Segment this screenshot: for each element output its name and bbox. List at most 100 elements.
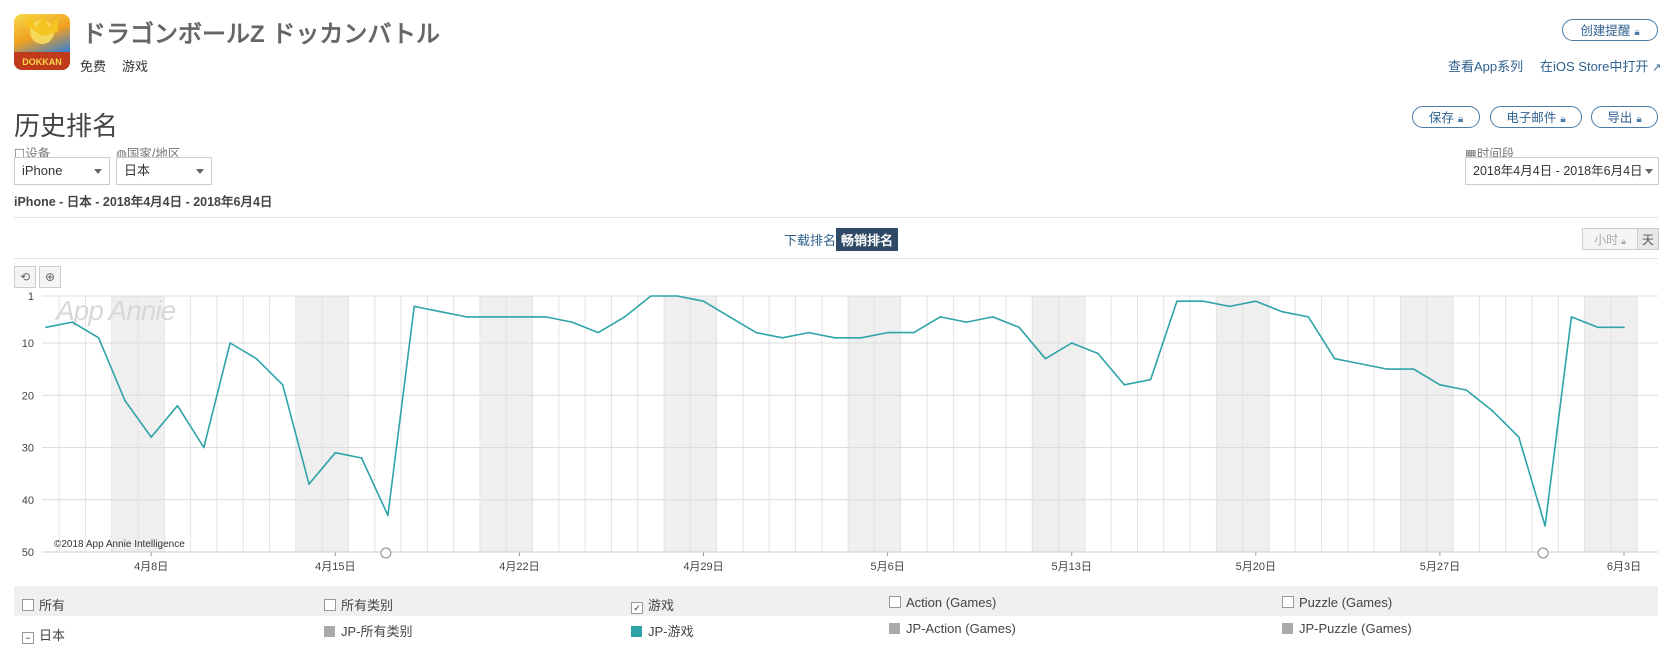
data-point xyxy=(1412,368,1415,370)
chevron-down-icon xyxy=(196,169,204,174)
x-tick-label: 5月6日 xyxy=(870,561,904,573)
data-point xyxy=(571,321,573,323)
checkbox-icon[interactable] xyxy=(1282,596,1294,608)
legend-country-item[interactable]: − 日本 xyxy=(22,625,65,644)
x-tick-label: 4月22日 xyxy=(499,561,539,573)
x-tick-label: 6月3日 xyxy=(1607,561,1641,573)
data-point xyxy=(176,404,179,407)
range-handle-icon xyxy=(380,547,392,559)
lock-icon: 🔒︎ xyxy=(1634,27,1640,38)
data-point xyxy=(71,321,74,323)
data-point xyxy=(1360,363,1362,365)
hourly-button[interactable]: 小时 🔒︎ xyxy=(1582,228,1638,250)
period-select[interactable]: 2018年4月4日 - 2018年6月4日 xyxy=(1465,157,1659,185)
legend-series-item[interactable]: JP-游戏 xyxy=(631,621,694,640)
globe-icon: ◍ xyxy=(116,147,127,161)
y-tick-label: 30 xyxy=(22,443,34,455)
data-point xyxy=(45,326,47,329)
data-point xyxy=(1596,326,1599,329)
data-point xyxy=(781,336,784,339)
legend-filter-label: Puzzle (Games) xyxy=(1299,595,1393,610)
data-point xyxy=(860,336,863,339)
legend-filter-item[interactable]: 所有 xyxy=(22,595,65,614)
legend-series-item[interactable]: JP-所有类别 xyxy=(324,621,413,640)
legend-filter-label: 游戏 xyxy=(648,598,675,613)
zoom-icon[interactable]: ⊕ xyxy=(39,266,61,288)
collapse-checkbox-icon[interactable]: − xyxy=(22,632,34,644)
data-point xyxy=(992,316,994,318)
country-select[interactable]: 日本 xyxy=(116,157,212,185)
chevron-down-icon xyxy=(94,169,102,174)
checkbox-icon[interactable] xyxy=(889,596,901,608)
category-link[interactable]: 游戏 xyxy=(122,59,149,74)
data-point xyxy=(1070,342,1073,344)
data-point xyxy=(360,457,363,459)
data-point xyxy=(150,436,152,438)
data-point xyxy=(755,331,757,334)
data-point xyxy=(1570,316,1573,318)
hourly-label: 小时 xyxy=(1594,233,1619,247)
data-point xyxy=(729,316,731,318)
data-point xyxy=(255,357,258,360)
data-point xyxy=(308,483,310,485)
divider xyxy=(14,258,1658,259)
lock-icon: 🔒︎ xyxy=(1636,114,1642,125)
export-button[interactable]: 导出 🔒︎ xyxy=(1591,106,1658,128)
calendar-icon: ▦ xyxy=(1465,147,1477,161)
create-alert-label: 创建提醒 xyxy=(1580,24,1631,38)
legend-category-row xyxy=(14,586,1658,616)
checkbox-icon[interactable] xyxy=(324,599,336,611)
daily-button[interactable]: 天 xyxy=(1637,228,1659,250)
device-select[interactable]: iPhone xyxy=(14,157,110,185)
data-point xyxy=(834,336,836,339)
data-point xyxy=(1281,310,1283,313)
legend-filter-label: Action (Games) xyxy=(906,595,997,610)
page-title: 历史排名 xyxy=(14,111,119,141)
data-point xyxy=(1202,300,1204,303)
checkbox-icon[interactable]: ✓ xyxy=(631,602,643,614)
chevron-down-icon xyxy=(1645,169,1653,174)
email-label: 电子邮件 xyxy=(1506,111,1557,125)
legend-series-item[interactable]: JP-Action (Games) xyxy=(889,621,1016,636)
data-point xyxy=(1333,357,1336,360)
data-point xyxy=(702,300,705,303)
legend-series-label: JP-所有类别 xyxy=(341,624,413,639)
data-point xyxy=(597,331,600,334)
tab-grossing[interactable]: 畅销排名 xyxy=(836,228,899,251)
data-point xyxy=(1465,389,1467,391)
email-button[interactable]: 电子邮件 🔒︎ xyxy=(1490,106,1582,128)
data-point xyxy=(1491,410,1494,412)
data-point xyxy=(1307,316,1310,318)
legend-filter-item[interactable]: Action (Games) xyxy=(889,595,996,610)
series-swatch xyxy=(324,626,335,637)
rank-chart: 1 10 20 30 40 50 App Annie ©2018 App Annie Inte… xyxy=(22,291,1658,573)
y-tick-label: 40 xyxy=(22,495,34,507)
app-title: ドラゴンボールZ ドッカンバトル xyxy=(82,21,441,48)
tab-downloads[interactable]: 下载排名 xyxy=(784,233,837,248)
save-button[interactable]: 保存 🔒︎ xyxy=(1412,106,1480,128)
legend-series-label: JP-Puzzle (Games) xyxy=(1299,621,1412,636)
legend-series-item[interactable]: JP-Puzzle (Games) xyxy=(1282,621,1412,636)
series-swatch xyxy=(1282,623,1293,634)
legend-filter-item[interactable]: Puzzle (Games) xyxy=(1282,595,1392,610)
data-point xyxy=(1097,352,1099,355)
checkbox-icon[interactable] xyxy=(22,599,34,611)
legend-filter-label: 所有 xyxy=(39,598,66,613)
view-series-link[interactable]: 查看App系列 xyxy=(1448,59,1524,74)
legend-filter-label: 所有类别 xyxy=(341,598,394,613)
x-tick-label: 5月13日 xyxy=(1052,561,1092,573)
data-point xyxy=(413,305,416,308)
x-tick-label: 5月27日 xyxy=(1420,561,1460,573)
reset-zoom-icon[interactable]: ⟲ xyxy=(14,266,36,288)
open-store-link[interactable]: 在iOS Store中打开 ↗ xyxy=(1540,56,1661,75)
legend-filter-item[interactable]: 所有类别 xyxy=(324,595,393,614)
x-tick-label: 4月8日 xyxy=(134,561,168,573)
data-point xyxy=(1228,305,1231,308)
legend-filter-item[interactable]: ✓ 游戏 xyxy=(631,595,674,614)
data-point xyxy=(676,295,678,297)
data-point xyxy=(1018,326,1020,329)
series-line-jp-games xyxy=(45,295,1624,527)
create-alert-button[interactable]: 创建提醒 🔒︎ xyxy=(1562,19,1658,41)
data-point xyxy=(439,310,442,313)
data-point xyxy=(1386,368,1389,370)
